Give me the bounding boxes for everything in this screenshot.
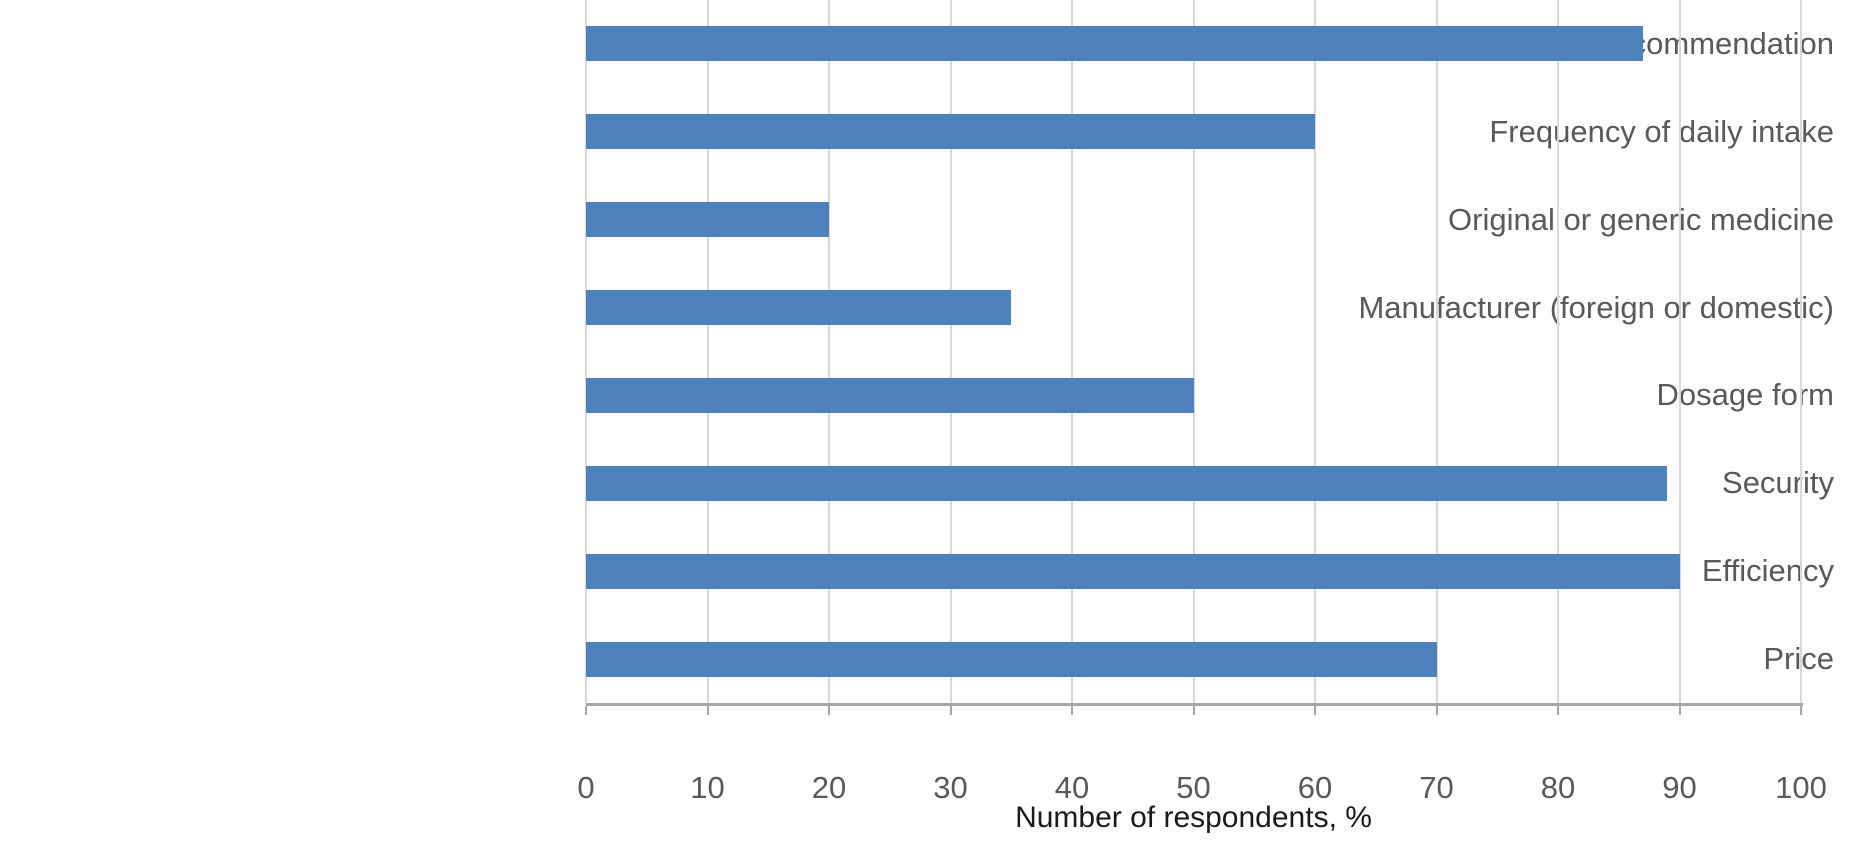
x-tick-mark — [706, 706, 709, 715]
bar — [586, 114, 1315, 150]
bar — [586, 465, 1668, 501]
gridline — [1435, 0, 1438, 703]
gridline — [1800, 0, 1802, 703]
bar — [586, 377, 1194, 413]
x-tick-label: 40 — [1054, 770, 1090, 805]
category-label: Frequency of daily intake — [1489, 113, 1834, 149]
gridline — [706, 0, 709, 703]
x-tick-mark — [1557, 706, 1559, 715]
x-tick-label: 10 — [690, 770, 725, 805]
bar — [586, 26, 1644, 62]
bar — [586, 641, 1437, 677]
gridline — [1071, 0, 1073, 703]
category-label: Original or generic medicine — [1448, 201, 1834, 237]
category-label: Manufacturer (foreign or domestic) — [1358, 289, 1834, 325]
x-tick-mark — [1314, 706, 1316, 715]
bar — [586, 202, 829, 238]
x-tick-label: 90 — [1662, 770, 1697, 805]
x-tick-label: 70 — [1419, 770, 1454, 805]
x-axis-title: Number of respondents, % — [1015, 801, 1372, 834]
gridline — [1314, 0, 1316, 703]
x-tick-mark — [585, 706, 587, 715]
gridline — [1192, 0, 1195, 703]
x-tick-mark — [1800, 706, 1802, 715]
category-label: Efficiency — [1701, 553, 1834, 589]
gridline — [1557, 0, 1559, 703]
x-tick-label: 30 — [933, 770, 968, 805]
gridline — [828, 0, 830, 703]
x-tick-label: 80 — [1540, 770, 1576, 805]
x-tick-mark — [1192, 706, 1195, 715]
bar — [586, 290, 1012, 326]
gridline — [949, 0, 952, 703]
x-tick-label: 50 — [1176, 770, 1211, 805]
x-tick-mark — [828, 706, 830, 715]
x-tick-label: 60 — [1297, 770, 1333, 805]
category-label: Security — [1722, 465, 1834, 501]
x-tick-label: 100 — [1775, 770, 1827, 805]
gridline — [585, 0, 587, 703]
x-tick-mark — [1678, 706, 1681, 715]
x-tick-mark — [949, 706, 952, 715]
gridline — [1678, 0, 1681, 703]
category-label: Dosage form — [1656, 377, 1834, 413]
x-tick-label: 20 — [811, 770, 847, 805]
category-label: Price — [1763, 641, 1834, 677]
x-tick-label: 0 — [577, 770, 595, 805]
x-axis-line — [586, 703, 1803, 706]
x-tick-mark — [1071, 706, 1073, 715]
bar — [586, 553, 1680, 589]
x-tick-mark — [1435, 706, 1438, 715]
